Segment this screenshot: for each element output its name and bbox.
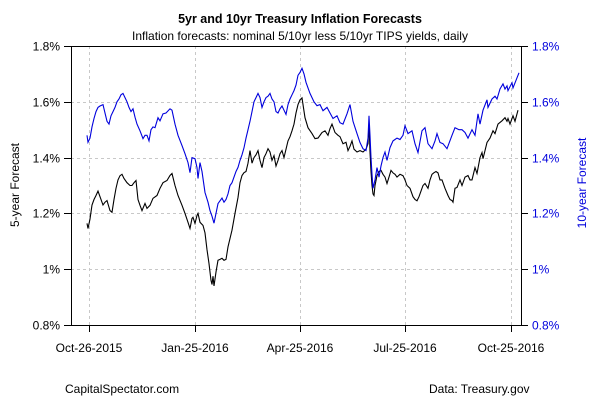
chart-subtitle: Inflation forecasts: nominal 5/10yr less…: [132, 29, 468, 43]
right-axis-tick-label: 1.8%: [532, 40, 560, 54]
plot-frame: [71, 46, 522, 326]
x-axis-tick-label: Oct-26-2015: [56, 341, 123, 355]
series-line-10yr: [86, 66, 520, 224]
chart-title: 5yr and 10yr Treasury Inflation Forecast…: [178, 12, 422, 26]
right-axis-tick-label: 1.6%: [532, 96, 560, 110]
x-axis-tick-label: Apr-25-2016: [267, 341, 334, 355]
left-axis-tick-label: 1.8%: [33, 40, 61, 54]
footer-data-source: Data: Treasury.gov: [429, 382, 530, 396]
series-line-5yr: [86, 96, 519, 286]
left-axis-tick-label: 1.2%: [33, 207, 61, 221]
left-axis-tick-label: 1%: [43, 263, 61, 277]
x-axis-tick-label: Oct-25-2016: [478, 341, 545, 355]
left-axis-tick-label: 1.4%: [33, 152, 61, 166]
left-axis-tick-label: 1.6%: [33, 96, 61, 110]
right-axis-tick-label: 1.2%: [532, 207, 560, 221]
x-axis-tick-label: Jul-25-2016: [373, 341, 437, 355]
right-axis-tick-label: 0.8%: [532, 319, 560, 333]
right-axis-tick-label: 1%: [532, 263, 550, 277]
footer-site-credit: CapitalSpectator.com: [65, 382, 180, 396]
x-axis-tick-label: Jan-25-2016: [161, 341, 229, 355]
right-axis-tick-label: 1.4%: [532, 152, 560, 166]
left-axis-tick-label: 0.8%: [33, 319, 61, 333]
